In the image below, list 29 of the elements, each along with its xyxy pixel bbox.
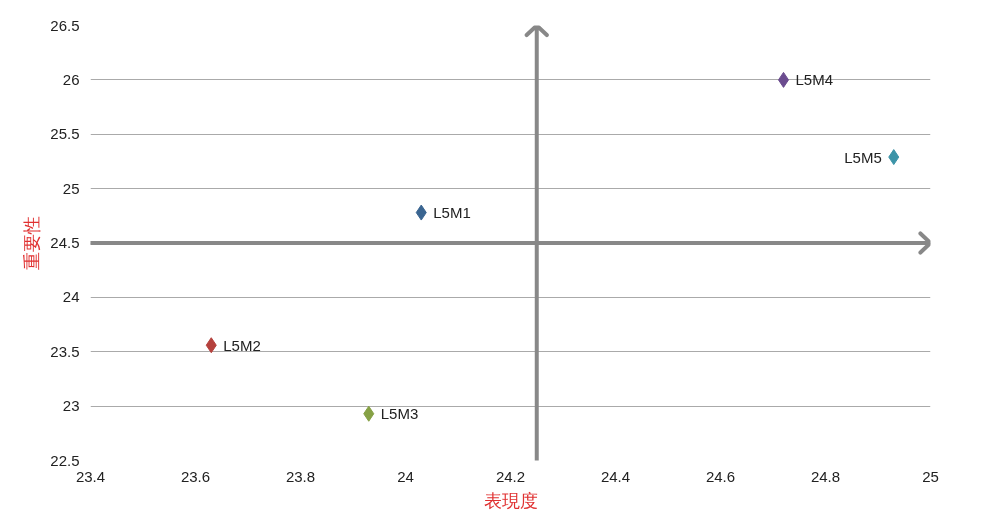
- y-tick-label: 24: [62, 288, 80, 306]
- y-tick-label: 24.5: [50, 234, 80, 251]
- series-label: L5M5: [844, 148, 882, 166]
- y-axis-title: 重要性: [21, 216, 43, 270]
- y-tick-label: 22.5: [50, 451, 80, 469]
- y-tick-label: 23.5: [50, 342, 80, 360]
- point: [363, 405, 375, 422]
- point: [205, 337, 217, 354]
- series-label: L5M4: [795, 71, 834, 89]
- point: [415, 204, 427, 221]
- y-tick-label: 25: [62, 179, 80, 197]
- x-tick-label: 24: [397, 467, 414, 485]
- x-tick-label: 23.8: [285, 467, 316, 485]
- y-tick-label: 25.5: [50, 125, 80, 143]
- x-tick-label: 23.6: [180, 467, 211, 485]
- x-tick-label: 23.4: [75, 467, 106, 485]
- y-tick-label: 26: [62, 70, 80, 88]
- x-tick-label: 24.4: [600, 467, 631, 485]
- x-tick-label: 24.2: [495, 467, 526, 485]
- x-tick-label: 25: [922, 467, 939, 485]
- y-tick-label: 23: [62, 397, 80, 415]
- point: [888, 149, 900, 166]
- series-label: L5M2: [223, 336, 261, 354]
- x-tick-label: 24.6: [705, 467, 736, 485]
- y-tick-label: 26.5: [50, 16, 80, 34]
- series-label: L5M3: [380, 405, 419, 423]
- x-axis-title: 表現度: [483, 489, 538, 511]
- series-label: L5M1: [433, 204, 471, 222]
- x-tick-label: 24.8: [810, 467, 841, 485]
